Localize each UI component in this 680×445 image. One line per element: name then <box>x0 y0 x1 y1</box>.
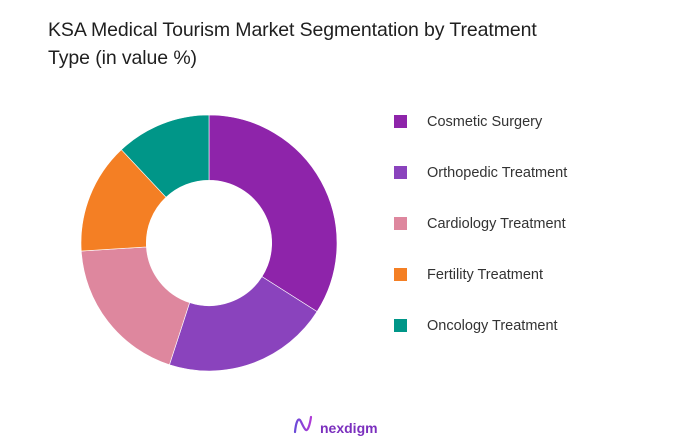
legend-label: Fertility Treatment <box>427 266 544 283</box>
legend-swatch-icon <box>394 319 407 332</box>
legend-label: Orthopedic Treatment <box>427 164 568 181</box>
legend-item-cosmetic-surgery: Cosmetic Surgery <box>394 113 567 130</box>
legend-swatch-icon <box>394 268 407 281</box>
legend-item-cardiology-treatment: Cardiology Treatment <box>394 215 567 232</box>
donut-slice-orthopedic-treatment <box>169 276 318 372</box>
donut-chart <box>78 112 340 374</box>
brand-name: nexdigm <box>320 419 378 436</box>
legend-label: Cosmetic Surgery <box>427 113 543 130</box>
nexdigm-logo-icon <box>292 414 314 441</box>
chart-title-line-2: Type (in value %) <box>48 47 197 69</box>
legend-swatch-icon <box>394 217 407 230</box>
brand-footer: nexdigm <box>292 414 378 441</box>
donut-chart-svg <box>80 114 338 372</box>
chart-legend: Cosmetic Surgery Orthopedic Treatment Ca… <box>394 113 567 368</box>
donut-slice-oncology-treatment <box>120 114 210 198</box>
donut-slice-cosmetic-surgery <box>208 114 338 313</box>
legend-label: Oncology Treatment <box>427 317 558 334</box>
chart-title: KSA Medical Tourism Market Segmentation … <box>48 16 648 72</box>
legend-swatch-icon <box>394 115 407 128</box>
legend-item-oncology-treatment: Oncology Treatment <box>394 317 567 334</box>
chart-title-line-1: KSA Medical Tourism Market Segmentation … <box>48 19 537 41</box>
legend-item-orthopedic-treatment: Orthopedic Treatment <box>394 164 567 181</box>
donut-slice-cardiology-treatment <box>80 246 190 366</box>
legend-item-fertility-treatment: Fertility Treatment <box>394 266 567 283</box>
legend-label: Cardiology Treatment <box>427 215 566 232</box>
legend-swatch-icon <box>394 166 407 179</box>
